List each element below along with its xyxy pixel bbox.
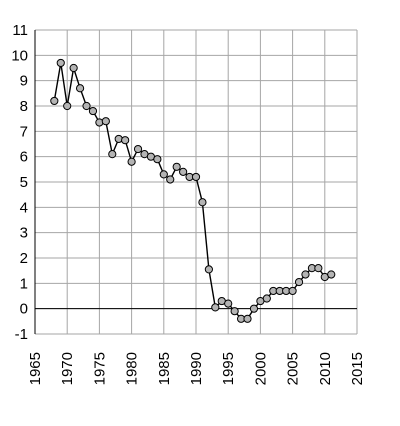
y-tick-label: 2 (20, 250, 28, 267)
data-point (159, 170, 168, 179)
x-tick-label: 2010 (317, 352, 334, 385)
data-point (301, 270, 310, 279)
data-point (133, 144, 143, 154)
data-point (288, 286, 297, 296)
data-point (198, 198, 207, 207)
y-tick-labels: -1 0 1 2 3 4 5 6 7 8 9 10 11 (11, 22, 28, 343)
x-tick-label: 1985 (156, 352, 173, 385)
series-line (53, 62, 332, 320)
data-point (63, 101, 72, 111)
x-tick-label: 1965 (27, 352, 44, 385)
x-tick-label: 2000 (252, 352, 269, 385)
data-point (166, 175, 175, 184)
data-point (88, 106, 98, 116)
data-point (211, 303, 220, 312)
grid-lines (34, 29, 358, 335)
y-tick-label: 6 (20, 149, 28, 166)
data-point (50, 96, 59, 106)
data-point (114, 134, 123, 144)
y-tick-label: -1 (15, 326, 28, 343)
y-tick-label: 10 (11, 47, 28, 64)
data-point (204, 265, 213, 274)
y-tick-label: 1 (20, 275, 28, 292)
y-tick-label: 5 (20, 174, 28, 191)
y-tick-label: 4 (20, 199, 28, 216)
data-point (230, 307, 239, 316)
x-tick-label: 1975 (91, 352, 108, 385)
data-point (121, 136, 130, 145)
data-point (243, 314, 252, 323)
y-tick-label: 8 (20, 98, 28, 115)
data-point (294, 277, 304, 287)
data-point (153, 155, 162, 164)
data-point (191, 172, 201, 182)
x-tick-label: 1970 (59, 352, 76, 385)
y-tick-label: 7 (20, 123, 28, 140)
data-point (75, 84, 85, 93)
data-point (179, 167, 188, 176)
data-point (172, 162, 181, 171)
x-tick-label: 1995 (220, 352, 237, 385)
data-point (101, 117, 110, 126)
y-tick-label: 0 (20, 301, 28, 318)
data-series (50, 58, 336, 323)
data-point (327, 270, 336, 279)
x-tick-label: 1990 (188, 352, 205, 385)
data-point (262, 294, 271, 303)
data-point (108, 150, 117, 159)
data-point (95, 118, 104, 127)
data-point (314, 264, 323, 273)
y-tick-label: 9 (20, 73, 28, 90)
x-tick-label: 2015 (349, 352, 366, 385)
data-point (249, 304, 259, 313)
y-tick-label: 3 (20, 225, 28, 242)
data-point (224, 299, 233, 308)
x-tick-label: 2005 (285, 352, 302, 385)
data-point (56, 58, 65, 68)
data-point (127, 157, 136, 166)
axes (34, 30, 357, 334)
data-point (69, 63, 78, 73)
x-tick-labels: 1965 1970 1975 1980 1985 1990 1995 2000 2005 2010… (27, 352, 366, 385)
data-point (82, 101, 91, 111)
x-tick-label: 1980 (124, 352, 141, 385)
y-tick-label: 11 (12, 22, 28, 39)
